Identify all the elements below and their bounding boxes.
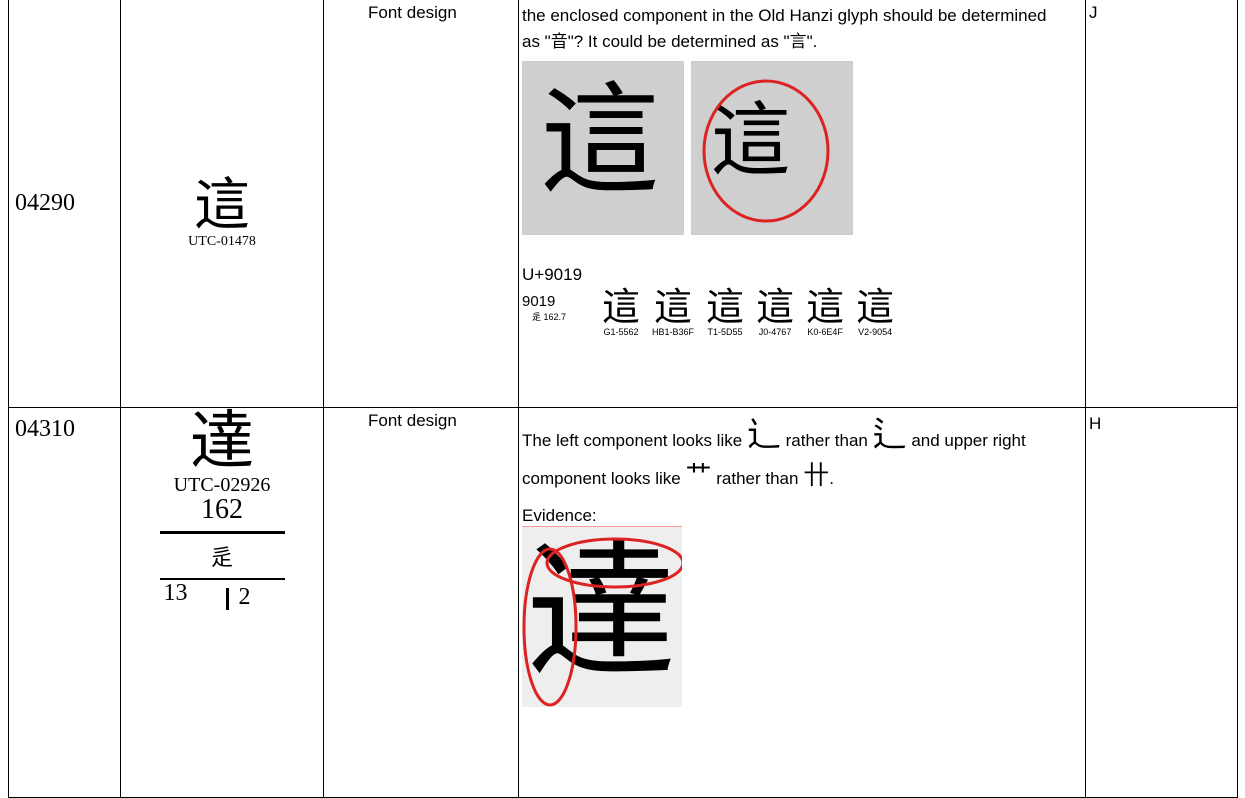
comment: the enclosed component in the Old Hanzi …	[522, 6, 1047, 51]
glyph-char: 這	[756, 287, 795, 329]
id: 04310	[8, 407, 121, 798]
comment-text: rather than	[716, 469, 799, 488]
chart-radical: 辵 162.7	[532, 312, 567, 322]
evidence-image: 這	[522, 61, 684, 235]
evidence-glyph: 這	[540, 74, 660, 208]
table: 04290 這 UTC-01478 Font design the enclos…	[8, 0, 1238, 798]
source: UTC-01478	[188, 233, 256, 249]
comment-text: and upper right component looks like	[522, 431, 1026, 488]
radical-number: 162	[201, 494, 243, 525]
chart-glyphs: 這 G1-5562 這 HB1-B36F 這 T1-5D55 這 J0-4767 這 K0-6E4…	[602, 289, 906, 337]
glyph-char: 這	[856, 287, 895, 329]
radical: 辵	[159, 531, 285, 578]
glyph-char: 這	[806, 287, 845, 329]
comment: The left component looks like ⻌ rather t…	[522, 418, 1062, 498]
comment-text: rather than	[785, 431, 868, 450]
chart-glyph: 這 T1-5D55	[706, 289, 744, 337]
row: 04310 達 UTC-02926 162 辵 13 2 Font design…	[8, 406, 1238, 798]
glyph-source: J0-4767	[758, 327, 792, 337]
glyph-char: 這	[602, 287, 641, 329]
glyph-cell: 達 UTC-02926 162 辵 13 2	[120, 406, 324, 798]
comment-cell: the enclosed component in the Old Hanzi …	[518, 0, 1086, 408]
residual: 2	[225, 585, 251, 610]
stroke-count: 13	[163, 580, 188, 606]
source: UTC-02926	[173, 474, 271, 496]
evidence-image: 這	[690, 61, 853, 235]
evidence-glyph: 這	[710, 96, 791, 185]
circle	[702, 79, 830, 223]
status: H	[1085, 407, 1238, 798]
glyph-source: V2-9054	[858, 327, 893, 337]
glyph-source: HB1-B36F	[652, 327, 695, 337]
glyph-source: T1-5D55	[707, 327, 743, 337]
component: ⻌	[746, 416, 781, 454]
glyph-char: 這	[654, 287, 693, 329]
glyph: 這	[194, 174, 250, 237]
glyph: 達	[190, 406, 254, 477]
glyph-char: 這	[706, 287, 745, 329]
evidence-glyph: 達	[526, 528, 677, 696]
chart-code: 9019	[522, 293, 556, 310]
strokes: 13 2	[159, 578, 285, 610]
status: J	[1085, 0, 1238, 408]
glyph-source: G1-5562	[603, 327, 639, 337]
component: 艹	[685, 460, 712, 490]
component: 卄	[803, 460, 830, 490]
comment-text: .	[829, 469, 834, 488]
glyph-cell: 這 UTC-01478	[120, 0, 324, 408]
chart-head: 9019 辵 162.7	[522, 293, 602, 337]
chart-glyph: 這 V2-9054	[856, 289, 894, 337]
codepoint: U+9019	[522, 265, 583, 284]
chart-glyph: 這 K0-6E4F	[806, 289, 844, 337]
id: 04290	[8, 0, 121, 408]
chart-glyph: 這 HB1-B36F	[652, 289, 694, 337]
evidence-image: 達	[522, 527, 682, 707]
component: ⻍	[872, 416, 907, 454]
chart-glyph: 這 J0-4767	[756, 289, 794, 337]
comment-cell: The left component looks like ⻌ rather t…	[518, 407, 1086, 798]
evidence: 這 這	[522, 61, 1082, 235]
category: Font design	[323, 0, 519, 408]
comment-text: The left component looks like	[522, 431, 743, 450]
glyph-source: K0-6E4F	[807, 327, 843, 337]
row: 04290 這 UTC-01478 Font design the enclos…	[8, 0, 1238, 408]
category: Font design	[323, 407, 519, 798]
code-chart: 9019 辵 162.7 這 G1-5562 這 HB1-B36F 這 T1-5D55 這 J0…	[522, 289, 1082, 337]
evidence-label: Evidence:	[522, 506, 682, 527]
circles	[522, 537, 682, 707]
chart-glyph: 這 G1-5562	[602, 289, 640, 337]
